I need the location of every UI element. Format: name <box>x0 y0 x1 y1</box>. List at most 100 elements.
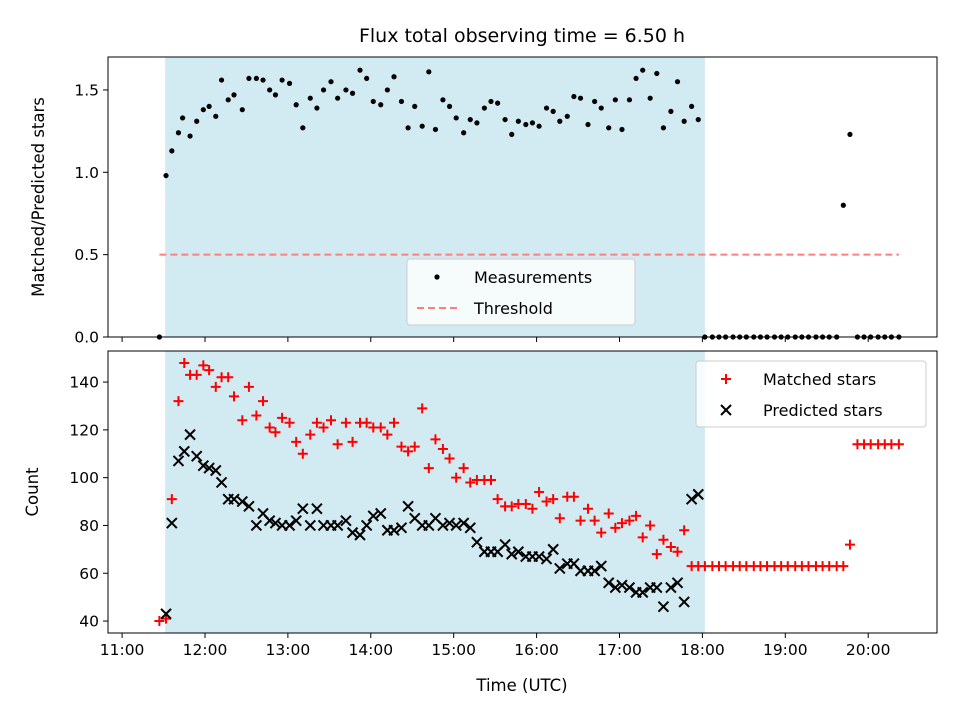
measurement-point <box>218 77 225 83</box>
y-tick-label: 1.5 <box>74 81 99 99</box>
y-tick-label: 60 <box>79 565 99 583</box>
measurement-point <box>474 120 480 126</box>
predicted-star-point <box>243 500 255 513</box>
predicted-star-point <box>331 519 344 532</box>
matched-star-point <box>277 412 288 423</box>
x-tick-label: 13:00 <box>266 641 311 659</box>
legend-handle-x <box>720 404 732 416</box>
x-tick-label: 18:00 <box>680 641 725 659</box>
measurement-point <box>440 97 446 103</box>
measurement-point <box>239 107 245 113</box>
measurement-point <box>585 121 591 128</box>
measurement-point <box>231 92 237 98</box>
measurement-point <box>592 98 598 105</box>
predicted-star-point <box>678 596 690 608</box>
legend-label: Threshold <box>473 299 553 318</box>
series-predicted-stars <box>160 430 704 620</box>
matched-star-point <box>270 427 281 438</box>
measurement-point <box>246 75 252 82</box>
measurement-point <box>253 75 259 82</box>
measurement-point <box>536 123 542 129</box>
series-measurements <box>156 67 902 340</box>
matched-star-point <box>430 434 441 445</box>
matched-star-point <box>506 501 517 512</box>
series-matched-stars <box>154 357 904 627</box>
matched-star-point <box>361 417 372 428</box>
measurement-point <box>453 115 459 121</box>
matched-star-point <box>603 508 614 519</box>
matched-star-point <box>326 415 337 426</box>
measurement-point <box>169 148 175 154</box>
predicted-star-point <box>367 510 379 522</box>
measurement-point <box>286 80 293 86</box>
measurement-point <box>606 125 612 131</box>
x-tick-label: 19:00 <box>763 641 808 659</box>
predicted-star-point <box>388 524 400 536</box>
measurement-point <box>515 118 521 124</box>
matched-star-point <box>166 494 177 505</box>
matched-star-point <box>191 369 202 380</box>
predicted-star-point <box>506 548 518 560</box>
measurement-point <box>349 90 356 96</box>
matched-star-point <box>403 446 414 457</box>
predicted-star-point <box>283 519 296 532</box>
y-tick-label: 1.0 <box>74 164 99 182</box>
y-tick-label: 0.0 <box>74 329 99 347</box>
matched-star-point <box>548 494 559 505</box>
matched-star-point <box>527 503 538 514</box>
matched-star-point <box>665 541 676 552</box>
measurement-point <box>557 118 563 124</box>
predicted-star-point <box>636 586 649 599</box>
measurement-point <box>320 87 327 93</box>
predicted-star-point <box>360 519 373 532</box>
legend-label: Matched stars <box>763 370 876 389</box>
measurement-point <box>343 87 349 93</box>
measurement-point <box>412 103 418 110</box>
measurement-point <box>293 102 299 108</box>
measurement-point <box>509 131 515 138</box>
matched-star-point <box>340 417 351 428</box>
matched-star-point <box>838 561 849 572</box>
predicted-star-point <box>464 522 476 534</box>
count-panel: 40 60 80 100 120 140 11:00 12:00 13:00 14:00 15:00… <box>23 351 938 659</box>
measurement-point <box>405 125 411 131</box>
predicted-star-point <box>210 464 222 477</box>
matched-star-point <box>610 522 621 533</box>
predicted-star-point <box>443 517 456 529</box>
matched-star-point <box>672 546 683 557</box>
matched-star-point <box>223 372 234 383</box>
predicted-star-point <box>450 519 462 532</box>
matched-star-point <box>444 453 455 464</box>
y-tick-label: 120 <box>69 421 99 439</box>
measurement-point <box>432 126 439 133</box>
predicted-star-point <box>692 488 704 501</box>
measurement-point <box>175 130 182 136</box>
matched-star-point <box>198 360 209 371</box>
predicted-star-point <box>437 519 449 532</box>
measurement-point <box>225 97 231 103</box>
predicted-star-point <box>657 601 670 613</box>
measurement-point <box>488 98 494 105</box>
matched-star-point <box>616 518 627 529</box>
matched-star-point <box>382 429 393 440</box>
predicted-star-point <box>269 517 282 529</box>
matched-star-point <box>437 443 448 454</box>
matched-star-point <box>423 463 434 474</box>
legend-box <box>695 360 927 428</box>
predicted-star-point <box>236 495 249 508</box>
measurement-point <box>194 118 200 124</box>
matched-star-point <box>458 463 469 474</box>
measurement-point <box>384 87 390 93</box>
matched-star-point <box>658 534 669 545</box>
predicted-star-point <box>166 517 178 529</box>
measurement-point <box>695 116 701 123</box>
matched-star-point <box>243 381 254 392</box>
measurement-point <box>187 133 193 139</box>
measurement-point <box>300 125 306 131</box>
predicted-star-point <box>160 608 172 620</box>
measurement-point <box>668 108 674 114</box>
measurement-point <box>647 95 653 101</box>
measurement-point <box>681 118 687 124</box>
measurement-point <box>378 102 384 108</box>
